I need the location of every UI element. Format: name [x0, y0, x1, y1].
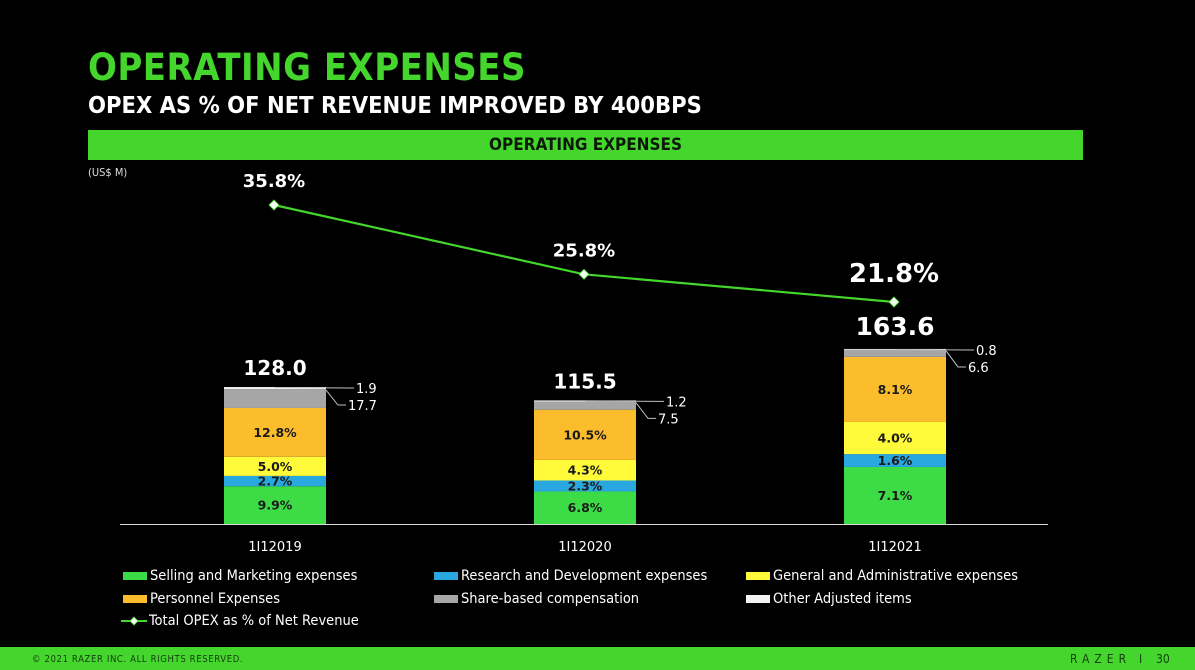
callout-label-other-adjusted: 0.8 — [976, 344, 997, 359]
legend-item-selling-marketing: Selling and Marketing expenses — [123, 568, 357, 584]
legend-swatch-share-based — [434, 595, 458, 603]
bar-segment-general-admin — [534, 459, 636, 481]
bar-segment-general-admin — [224, 456, 326, 476]
legend-swatch-selling-marketing — [123, 572, 147, 580]
line-point-label: 35.8% — [243, 171, 305, 192]
callout-label-share-based: 6.6 — [968, 361, 989, 376]
callout-label-other-adjusted: 1.9 — [356, 382, 377, 397]
line-point-marker — [268, 199, 280, 211]
segment-label: 9.9% — [258, 498, 293, 513]
callout-label-share-based: 7.5 — [658, 412, 679, 427]
bar-segment-research-development — [534, 480, 636, 492]
opex-chart: 9.9% 2.7%5.0% 12.8% 1.9 17.7 128.0 1I12019 6.8%… — [120, 171, 1048, 555]
callout-line-other-adjusted — [894, 348, 974, 351]
page-title: OPERATING EXPENSES — [88, 46, 526, 89]
bar-segment-research-development — [844, 454, 946, 467]
legend-label: Share-based compensation — [461, 591, 640, 607]
bar-segment-general-admin — [844, 421, 946, 455]
copyright-text: © 2021 RAZER INC. ALL RIGHTS RESERVED. — [32, 654, 244, 665]
bar-segment-selling-marketing — [534, 491, 636, 524]
segment-label: 2.7% — [258, 474, 293, 489]
legend-swatch-personnel — [123, 595, 147, 603]
page-number: 30 — [1156, 652, 1170, 666]
segment-label: 2.3% — [568, 478, 603, 493]
legend-item-total-opex-line: Total OPEX as % of Net Revenue — [121, 613, 359, 629]
segment-label: 7.1% — [878, 488, 913, 503]
bar-segment-research-development — [224, 475, 326, 487]
chart-banner: OPERATING EXPENSES — [88, 130, 1083, 160]
line-point-marker — [888, 296, 900, 308]
bar-segment-personnel — [534, 409, 636, 460]
legend-line-marker-icon — [121, 616, 147, 626]
bar-segment-other-adjusted — [224, 387, 326, 390]
footer-separator: I — [1139, 652, 1143, 666]
footer-bar: © 2021 RAZER INC. ALL RIGHTS RESERVED. R… — [0, 647, 1195, 670]
bar-total-label: 115.5 — [553, 369, 616, 393]
callout-line-share-based — [945, 350, 966, 368]
page-subtitle: OPEX AS % OF NET REVENUE IMPROVED BY 400… — [88, 93, 702, 119]
callout-line-other-adjusted — [274, 387, 354, 389]
bar-segment-share-based — [224, 389, 326, 408]
line-point-marker — [578, 268, 590, 280]
bar-segment-share-based — [844, 349, 946, 357]
bar-segment-selling-marketing — [224, 486, 326, 524]
legend-item-share-based: Share-based compensation — [434, 591, 639, 607]
legend-swatch-other-adjusted — [746, 595, 770, 603]
segment-label: 10.5% — [563, 427, 607, 442]
units-label: (US$ M) — [88, 166, 128, 179]
bar-segment-personnel — [224, 407, 326, 457]
legend-label: Other Adjusted items — [773, 591, 912, 607]
segment-label: 4.0% — [878, 431, 913, 446]
segment-label: 4.3% — [568, 463, 603, 478]
callout-line-other-adjusted — [584, 400, 664, 402]
line-point-label: 21.8% — [849, 259, 939, 289]
bar-segment-share-based — [534, 401, 636, 410]
legend-item-research-development: Research and Development expenses — [434, 568, 707, 584]
legend-label: Selling and Marketing expenses — [150, 568, 358, 584]
callout-label-other-adjusted: 1.2 — [666, 395, 687, 410]
legend-swatch-research-development — [434, 572, 458, 580]
x-tick-label: 1I12020 — [558, 540, 611, 555]
bar-total-label: 128.0 — [243, 356, 306, 380]
legend-label: Personnel Expenses — [150, 591, 281, 607]
bar-segment-other-adjusted — [844, 348, 946, 350]
legend-swatch-general-admin — [746, 572, 770, 580]
segment-label: 5.0% — [258, 459, 293, 474]
callout-line-share-based — [635, 402, 656, 419]
bar-total-label: 163.6 — [855, 312, 934, 341]
legend-item-personnel: Personnel Expenses — [123, 591, 280, 607]
bar-segment-personnel — [844, 356, 946, 422]
x-tick-label: 1I12019 — [248, 540, 301, 555]
line-point-label: 25.8% — [553, 240, 615, 261]
callout-label-share-based: 17.7 — [348, 399, 377, 414]
legend-item-general-admin: General and Administrative expenses — [746, 568, 1018, 584]
bar-segment-selling-marketing — [844, 466, 946, 524]
x-tick-label: 1I12021 — [868, 540, 921, 555]
chart-title: OPERATING EXPENSES — [489, 135, 682, 155]
segment-label: 1.6% — [878, 453, 913, 468]
segment-label: 8.1% — [878, 382, 913, 397]
legend-label: General and Administrative expenses — [773, 568, 1019, 584]
legend-item-other-adjusted: Other Adjusted items — [746, 591, 912, 607]
segment-label: 6.8% — [568, 500, 603, 515]
legend-label: Total OPEX as % of Net Revenue — [149, 613, 359, 629]
legend-label: Research and Development expenses — [461, 568, 708, 584]
razer-logo: RAZER — [1070, 652, 1132, 666]
segment-label: 12.8% — [253, 425, 297, 440]
callout-line-share-based — [325, 389, 346, 406]
